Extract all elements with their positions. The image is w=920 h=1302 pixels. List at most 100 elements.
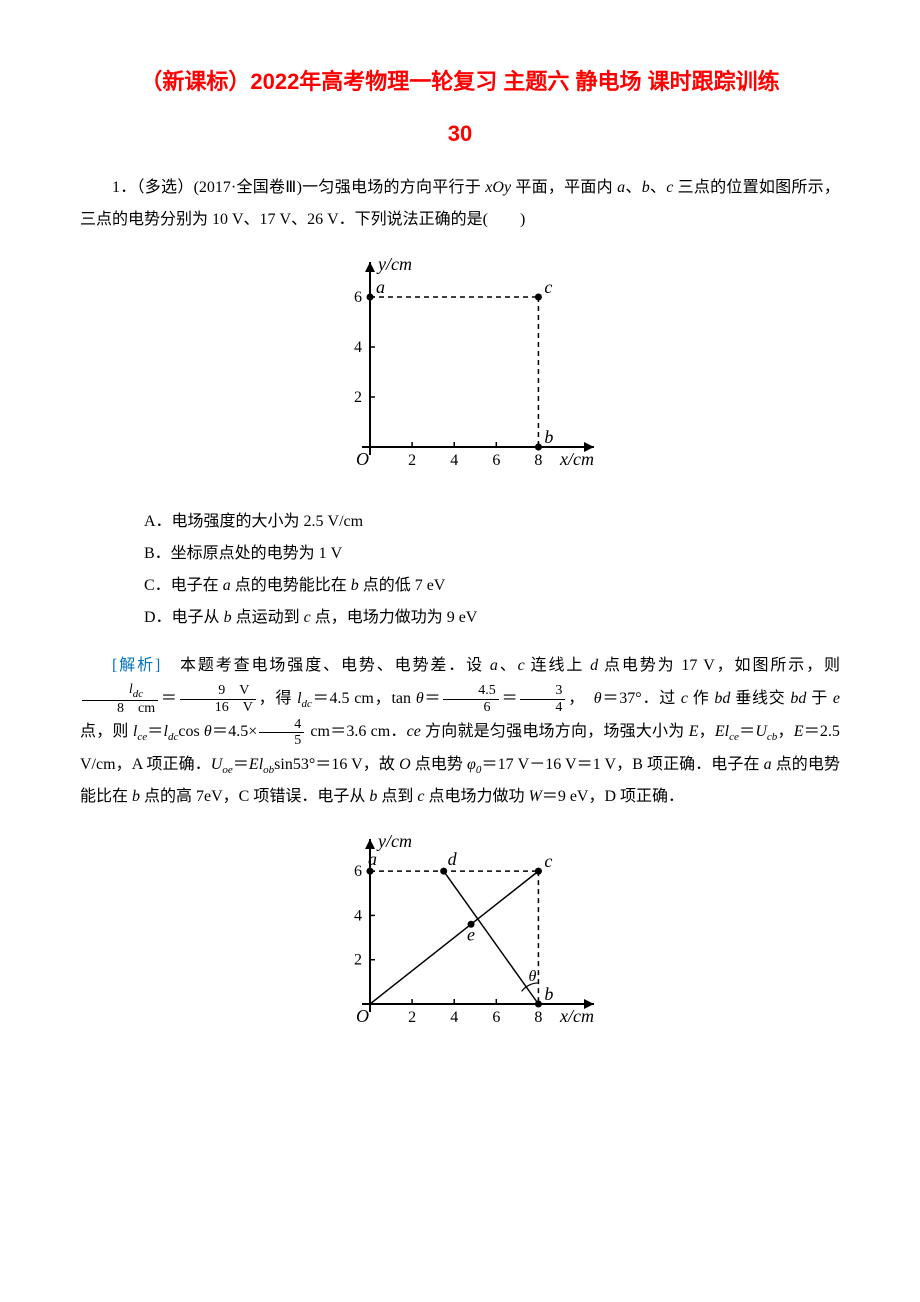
a-t: 点电势为 17 V，如图所示，则 bbox=[598, 657, 840, 674]
frac-den: 16 V bbox=[180, 700, 256, 715]
svg-text:8: 8 bbox=[534, 1009, 542, 1026]
var-theta: θ bbox=[594, 690, 602, 707]
figure-1: 2468246Ox/cmy/cmabc bbox=[80, 252, 840, 494]
svg-text:8: 8 bbox=[534, 452, 542, 469]
a-t: 方向就是匀强电场方向，场强大小为 bbox=[421, 723, 689, 740]
option-d: D．电子从 b 点运动到 c 点，电场力做功为 9 eV bbox=[144, 602, 840, 634]
var-a: a bbox=[223, 577, 231, 594]
frac-4: 34 bbox=[520, 683, 565, 715]
var-phi: φ bbox=[467, 756, 476, 773]
a-t: 点的高 7eV，C 项错误．电子从 bbox=[140, 788, 369, 805]
frac-num: 3 bbox=[520, 683, 565, 699]
a-t: sin53°＝16 V，故 bbox=[274, 756, 399, 773]
svg-text:6: 6 bbox=[492, 452, 500, 469]
var-d: d bbox=[590, 657, 598, 674]
svg-text:4: 4 bbox=[450, 452, 458, 469]
var-El: El bbox=[249, 756, 263, 773]
var-a: a bbox=[617, 179, 625, 196]
var-b: b bbox=[642, 179, 650, 196]
var-c: c bbox=[518, 657, 525, 674]
var-a: a bbox=[764, 756, 772, 773]
svg-text:x/cm: x/cm bbox=[559, 1006, 594, 1026]
figure-2: 2468246Ox/cmy/cmθabcde bbox=[80, 829, 840, 1051]
var-c: c bbox=[304, 609, 311, 626]
frac-5: 45 bbox=[259, 717, 304, 749]
svg-text:4: 4 bbox=[354, 907, 362, 924]
svg-text:c: c bbox=[544, 851, 552, 871]
opt-d-2: 点运动到 bbox=[232, 609, 304, 626]
svg-text:O: O bbox=[356, 449, 369, 469]
a-t: 本题考查电场强度、电势、电势差．设 bbox=[180, 657, 490, 674]
a-t: 作 bbox=[688, 690, 714, 707]
a-t: ，得 bbox=[258, 690, 297, 707]
sep: 、 bbox=[625, 179, 642, 196]
a-t: cm＝3.6 cm． bbox=[306, 723, 406, 740]
frac-3: 4.56 bbox=[443, 683, 499, 715]
var-bd: bd bbox=[714, 690, 730, 707]
frac-2: 9 V16 V bbox=[180, 683, 256, 715]
a-t: ＝ bbox=[424, 690, 442, 707]
a-t: 于 bbox=[806, 690, 828, 707]
a-t: ＝ bbox=[147, 723, 163, 740]
var-E: E bbox=[794, 723, 804, 740]
a-t: ＝17 V－16 V＝1 V，B 项正确．电子在 bbox=[481, 756, 763, 773]
svg-text:y/cm: y/cm bbox=[376, 831, 412, 851]
question-stem: 1．（多选）(2017·全国卷Ⅲ)一匀强电场的方向平行于 xOy 平面，平面内 … bbox=[80, 172, 840, 236]
frac-den: 5 bbox=[259, 733, 304, 748]
var-theta: θ bbox=[204, 723, 212, 740]
svg-text:θ: θ bbox=[528, 968, 536, 985]
q-source: (2017·全国卷Ⅲ) bbox=[194, 179, 302, 196]
a-t: ， bbox=[567, 690, 593, 707]
frac-den: 6 bbox=[443, 700, 499, 715]
svg-text:d: d bbox=[448, 849, 458, 869]
var-xoy: xOy bbox=[485, 179, 511, 196]
q-t2: 平面，平面内 bbox=[511, 179, 617, 196]
var-c: c bbox=[681, 690, 688, 707]
a-t: ， bbox=[777, 723, 793, 740]
sub: dc bbox=[302, 698, 312, 710]
var-bd: bd bbox=[790, 690, 806, 707]
analysis-para: [解析] 本题考查电场强度、电势、电势差．设 a、c 连线上 d 点电势为 17… bbox=[80, 650, 840, 813]
frac-num: 9 V bbox=[180, 683, 256, 699]
a-t: 连线上 bbox=[525, 657, 590, 674]
q-type: （多选） bbox=[137, 179, 194, 196]
var-ce: ce bbox=[407, 723, 421, 740]
page-title: （新课标）2022年高考物理一轮复习 主题六 静电场 课时跟踪训练 bbox=[80, 60, 840, 104]
opt-d-3: 点，电场力做功为 9 eV bbox=[311, 609, 478, 626]
option-b: B．坐标原点处的电势为 1 V bbox=[144, 538, 840, 570]
svg-text:a: a bbox=[368, 849, 377, 869]
option-c: C．电子在 a 点的电势能比在 b 点的低 7 eV bbox=[144, 570, 840, 602]
frac-1: ldc8 cm bbox=[82, 682, 158, 716]
svg-text:2: 2 bbox=[354, 951, 362, 968]
svg-text:b: b bbox=[544, 984, 553, 1004]
var-E: E bbox=[689, 723, 699, 740]
a-t: ＝4.5 cm，tan bbox=[312, 690, 416, 707]
a-t: ＝ bbox=[233, 756, 249, 773]
svg-text:2: 2 bbox=[408, 452, 416, 469]
var-b: b bbox=[132, 788, 140, 805]
var-W: W bbox=[529, 788, 542, 805]
opt-d-1: D．电子从 bbox=[144, 609, 224, 626]
a-t: 点，则 bbox=[80, 723, 133, 740]
sub: ce bbox=[137, 731, 147, 743]
svg-text:a: a bbox=[376, 277, 385, 297]
svg-text:4: 4 bbox=[450, 1009, 458, 1026]
sep: 、 bbox=[650, 179, 667, 196]
svg-text:6: 6 bbox=[354, 289, 362, 306]
var-e: e bbox=[833, 690, 840, 707]
sep: 、 bbox=[498, 657, 518, 674]
analysis-label: [解析] bbox=[112, 657, 180, 674]
a-t: ， bbox=[698, 723, 714, 740]
opt-c-3: 点的低 7 eV bbox=[359, 577, 446, 594]
frac-num: 4.5 bbox=[443, 683, 499, 699]
sub: cb bbox=[767, 731, 777, 743]
var-theta: θ bbox=[416, 690, 424, 707]
svg-text:c: c bbox=[544, 277, 552, 297]
options-block: A．电场强度的大小为 2.5 V/cm B．坐标原点处的电势为 1 V C．电子… bbox=[144, 506, 840, 634]
var-O: O bbox=[399, 756, 411, 773]
svg-text:2: 2 bbox=[408, 1009, 416, 1026]
frac-den: 4 bbox=[520, 700, 565, 715]
sub: dc bbox=[133, 688, 143, 700]
opt-c-2: 点的电势能比在 bbox=[231, 577, 351, 594]
frac-den: 8 cm bbox=[82, 701, 158, 716]
